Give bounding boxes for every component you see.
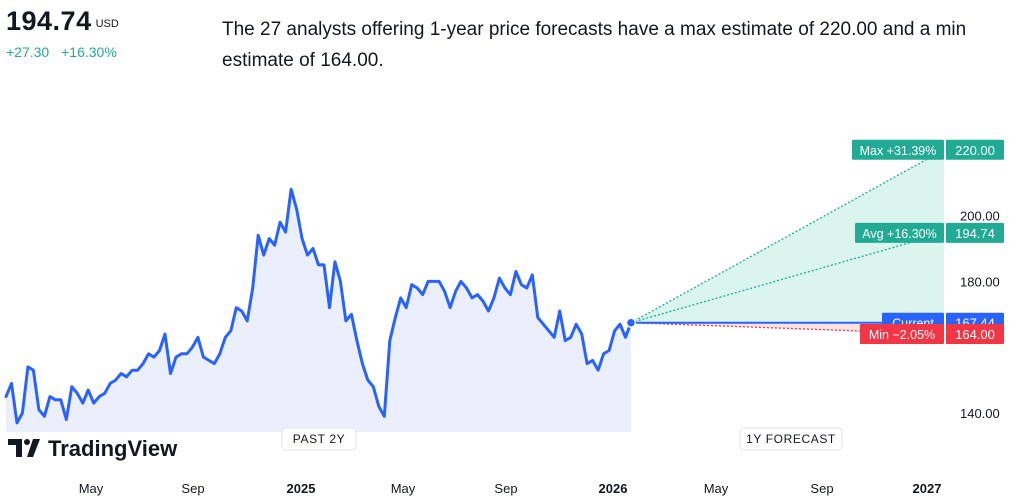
section-pill-label: 1Y FORECAST <box>746 432 836 446</box>
forecast-tag: Avg +16.30% 194.74 <box>855 222 1004 243</box>
logo-mark-dot <box>24 439 30 445</box>
x-tick-label: Sep <box>810 481 833 496</box>
forecast-tag-value: 164.00 <box>955 327 995 342</box>
forecast-tag-label: Max +31.39% <box>860 144 937 158</box>
x-tick-label: 2026 <box>599 481 628 496</box>
forecast-tag-value-bg <box>946 139 1004 160</box>
y-tick-label: 140.00 <box>960 406 1000 421</box>
section-pill-label: PAST 2Y <box>293 432 345 446</box>
forecast-tag-label: Min −2.05% <box>869 328 935 342</box>
section-pill: 1Y FORECAST <box>739 427 843 451</box>
tradingview-logo: TradingView <box>8 436 178 461</box>
forecast-tag-value-bg <box>946 324 1004 345</box>
x-tick-label: 2027 <box>913 481 942 496</box>
price-area-fill <box>6 189 631 432</box>
forecast-tag: Max +31.39% 220.00 <box>852 139 1004 160</box>
section-pill-bg <box>281 427 357 451</box>
y-tick-label: 180.00 <box>960 274 1000 289</box>
price-change: +27.30 +16.30% <box>6 44 125 60</box>
price-line <box>4 187 633 425</box>
x-tick-label: Sep <box>181 481 204 496</box>
change-absolute: +27.30 <box>6 44 50 60</box>
forecast-tag: Min −2.05% 164.00 <box>860 324 1004 345</box>
forecast-tag-label-bg <box>860 324 944 345</box>
forecast-tag-label: Avg +16.30% <box>862 227 936 241</box>
section-pill: PAST 2Y <box>281 427 357 451</box>
x-tick-label: May <box>391 481 416 496</box>
forecast-tag-value-bg <box>946 222 1004 243</box>
logo-mark-slash <box>27 439 40 457</box>
currency-label: USD <box>95 18 119 30</box>
x-tick-label: May <box>79 481 104 496</box>
last-price: 194.74 <box>6 6 92 36</box>
change-percent: +16.30% <box>61 44 117 60</box>
x-tick-label: Sep <box>494 481 517 496</box>
forecast-tag-label-bg <box>852 139 944 160</box>
logo-mark-bar <box>8 439 22 457</box>
forecast-summary: The 27 analysts offering 1-year price fo… <box>222 19 967 71</box>
price-block: 194.74 USD +27.30 +16.30% <box>6 6 125 60</box>
current-price-point <box>625 317 637 328</box>
x-tick-label: May <box>704 481 729 496</box>
forecast-tag-label-bg <box>855 222 944 243</box>
x-tick-label: 2025 <box>287 481 316 496</box>
forecast-max-line <box>630 149 945 324</box>
logo-text: TradingView <box>48 436 178 461</box>
forecast-tag-value: 194.74 <box>955 226 995 241</box>
section-pill-bg <box>739 427 843 451</box>
y-tick-label: 200.00 <box>960 209 1000 224</box>
forecast-tag-value: 220.00 <box>955 143 995 158</box>
